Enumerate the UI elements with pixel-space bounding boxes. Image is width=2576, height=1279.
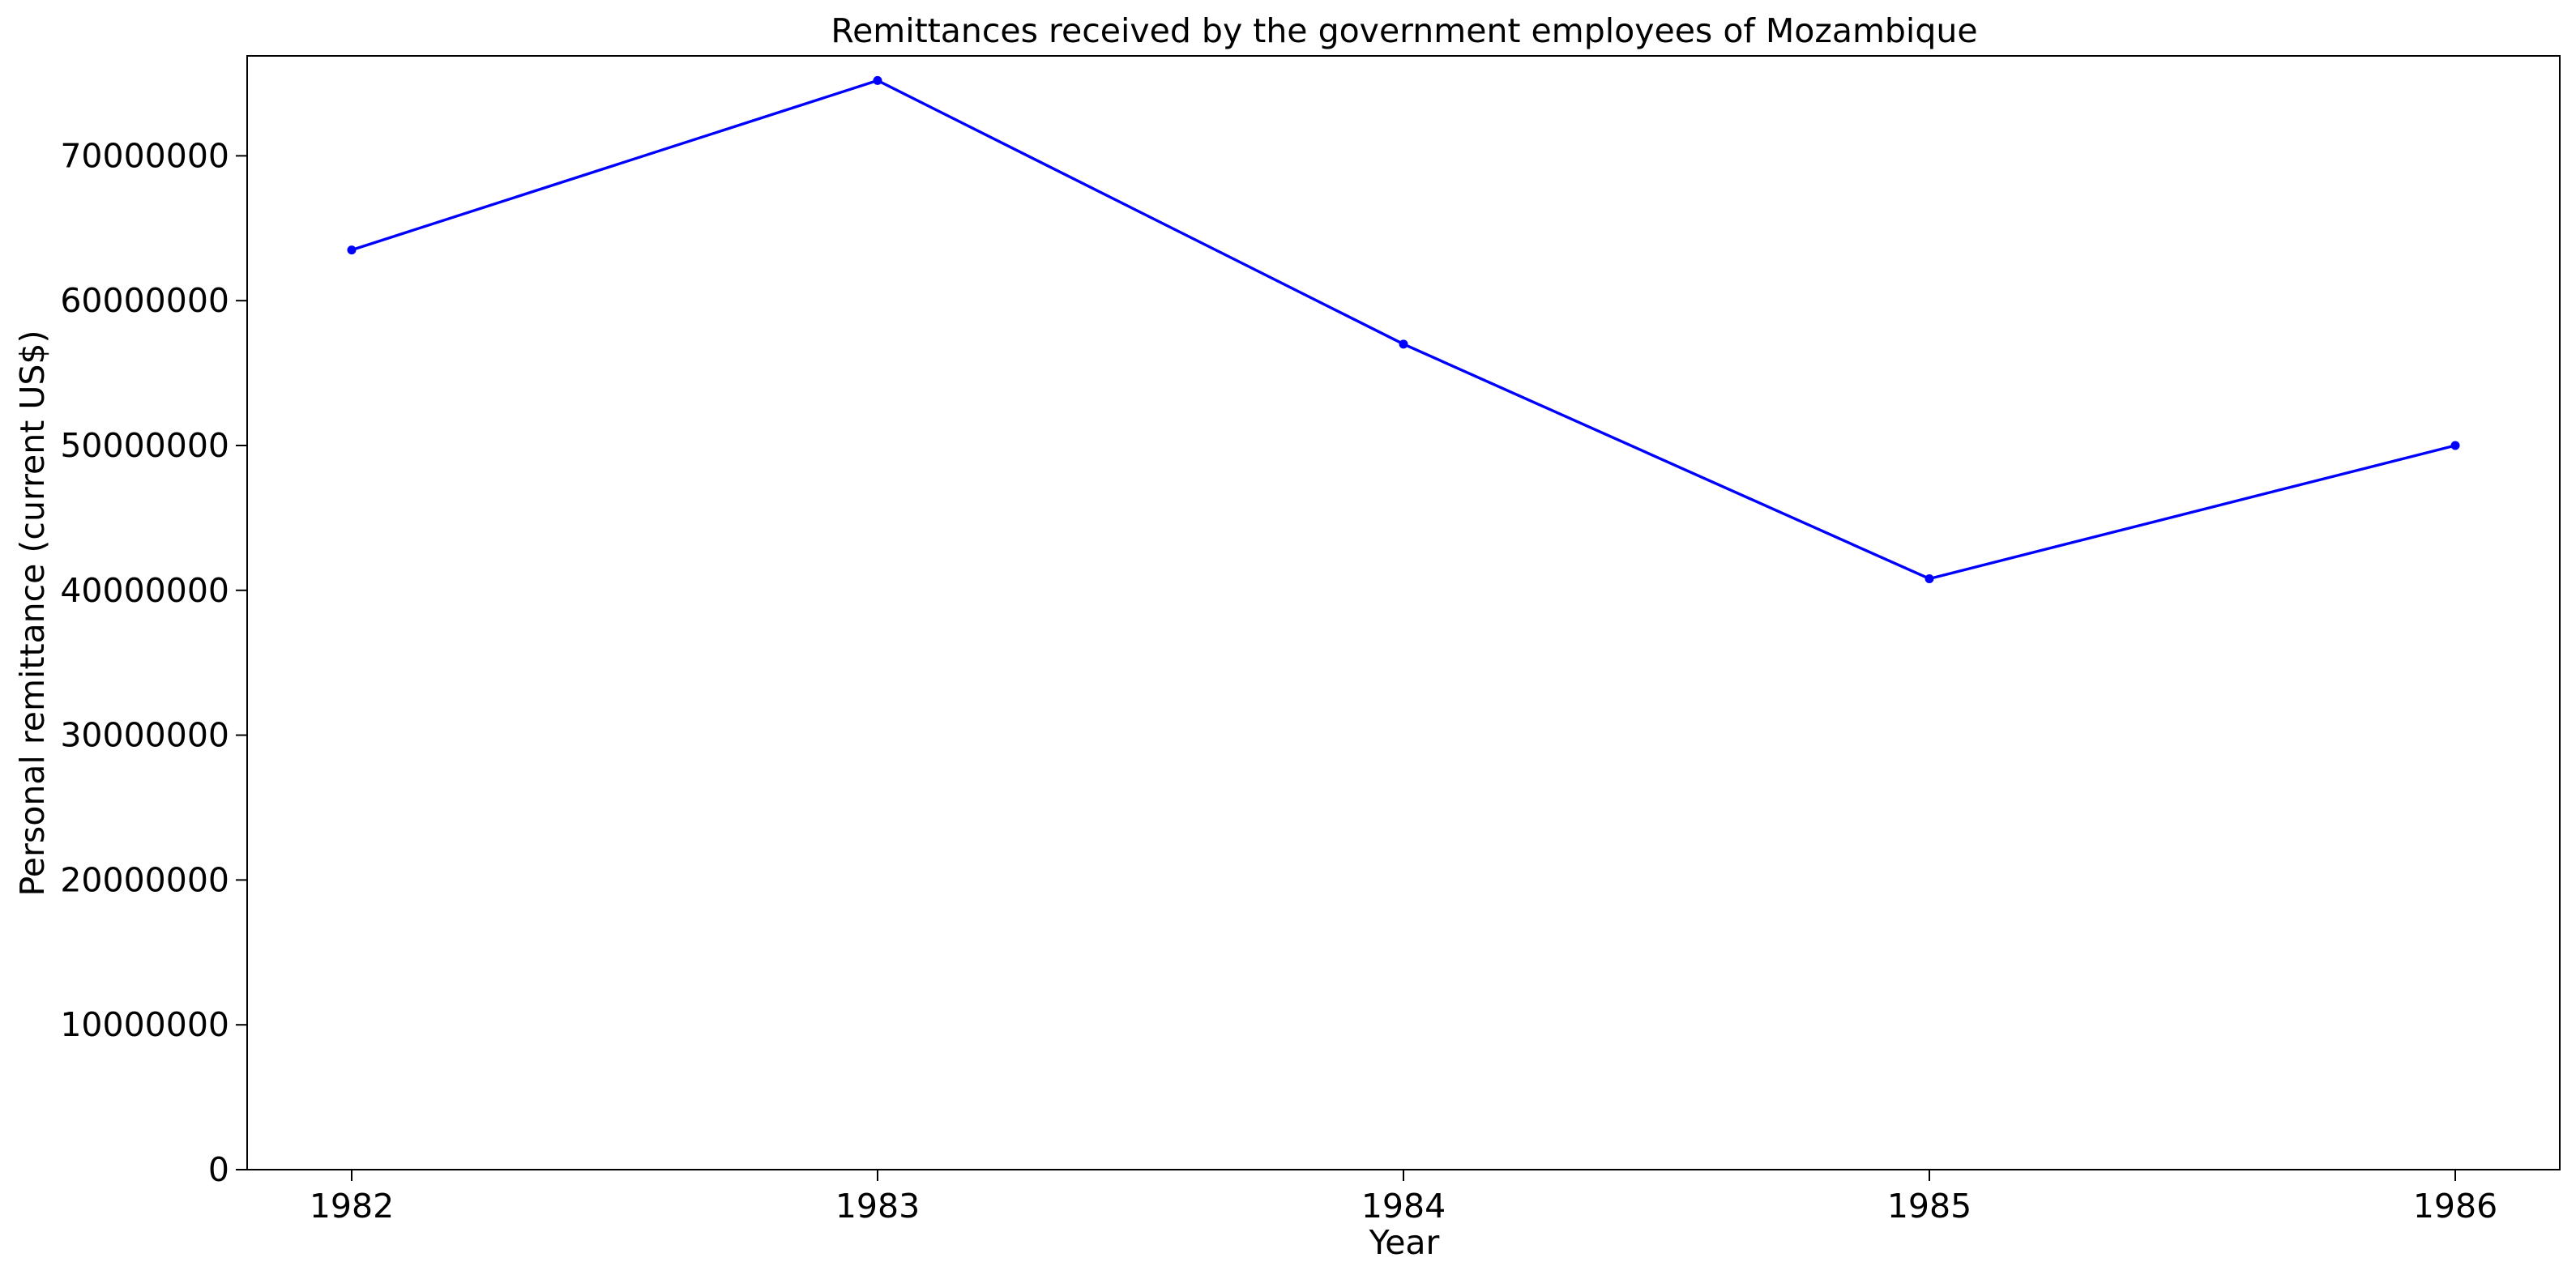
x-axis: 1982 1983 1984 1985 1986 [310, 1170, 2497, 1226]
y-axis: 0 10000000 20000000 30000000 40000000 5000000… [60, 136, 247, 1189]
plot-area [246, 55, 2561, 1170]
x-tick-label: 1986 [2413, 1187, 2497, 1226]
data-point [347, 245, 357, 255]
y-tick-label: 0 [208, 1150, 229, 1189]
y-axis-label: Personal remittance (current US$) [13, 330, 52, 897]
y-tick-label: 10000000 [60, 1005, 229, 1044]
x-tick-label: 1985 [1887, 1187, 1972, 1226]
x-axis-label: Year [1369, 1223, 1440, 1262]
data-point [1399, 339, 1408, 349]
plot-frame [246, 55, 2561, 1170]
y-tick-label: 40000000 [60, 571, 229, 610]
y-tick-label: 70000000 [60, 136, 229, 175]
data-point [873, 75, 882, 85]
y-tick-label: 20000000 [60, 860, 229, 899]
y-tick-label: 50000000 [60, 426, 229, 465]
x-tick-label: 1982 [310, 1187, 394, 1226]
data-point [2450, 441, 2460, 450]
chart-title: Remittances received by the government e… [831, 11, 1977, 50]
x-tick-label: 1983 [835, 1187, 920, 1226]
y-tick-label: 60000000 [60, 281, 229, 320]
y-tick-label: 30000000 [60, 716, 229, 755]
series-line [350, 79, 2457, 581]
series-layer [347, 75, 2460, 583]
data-point [1925, 573, 1934, 583]
x-tick-label: 1984 [1361, 1187, 1446, 1226]
